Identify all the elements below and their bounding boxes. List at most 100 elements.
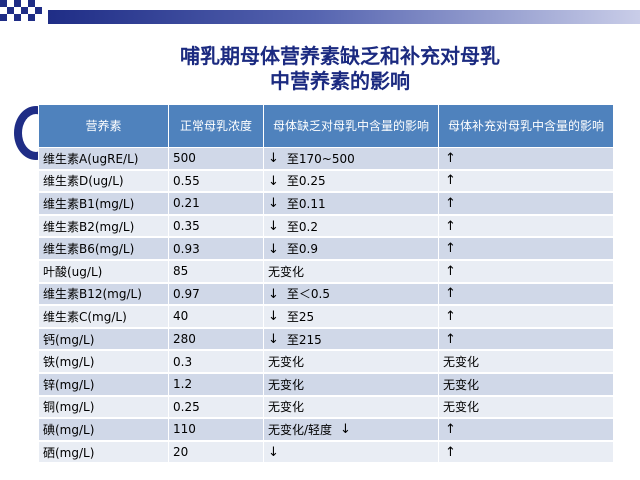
- table-row: 维生素B12(mg/L) 0.97 ↓ 至＜0.5 ↑: [38, 282, 614, 307]
- cell-supplement-effect: 无变化: [438, 395, 614, 420]
- deficiency-text: 至0.2: [286, 219, 318, 234]
- cell-deficiency-effect: ↓ 至0.11: [263, 192, 439, 216]
- table-row: 锌(mg/L) 1.2 无变化 无变化: [38, 372, 614, 397]
- cell-nutrient: 维生素A(ugRE/L): [38, 147, 169, 171]
- cell-deficiency-effect: 无变化: [263, 395, 439, 420]
- decorative-squares: [0, 0, 48, 24]
- arrow-down-icon: ↓: [268, 196, 279, 212]
- table-row: 钙(mg/L) 280 ↓ 至215 ↑: [38, 327, 614, 352]
- cell-supplement-effect: ↑: [438, 418, 614, 442]
- arrow-up-icon: ↑: [445, 444, 456, 460]
- deficiency-text: 无变化: [268, 377, 305, 392]
- cell-nutrient: 维生素C(mg/L): [38, 305, 169, 329]
- nutrient-table: 营养素 正常母乳浓度 母体缺乏对母乳中含量的影响 母体补充对母乳中含量的影响 维…: [38, 104, 614, 465]
- deficiency-text: 无变化: [268, 400, 305, 415]
- cell-deficiency-effect: ↓ 至170~500: [263, 147, 439, 171]
- cell-nutrient: 维生素B6(mg/L): [38, 237, 169, 261]
- cell-supplement-effect: ↑: [438, 282, 614, 307]
- arrow-up-icon: ↑: [445, 195, 456, 211]
- title-line-2: 中营养素的影响: [270, 69, 410, 93]
- table-header-row: 营养素 正常母乳浓度 母体缺乏对母乳中含量的影响 母体补充对母乳中含量的影响: [38, 104, 614, 148]
- table-row: 维生素C(mg/L) 40 ↓ 至25 ↑: [38, 305, 614, 329]
- deficiency-text: 至0.11: [286, 196, 326, 211]
- cell-normal-concentration: 1.2: [168, 372, 264, 397]
- cell-nutrient: 维生素B12(mg/L): [38, 282, 169, 307]
- cell-nutrient: 铁(mg/L): [38, 350, 169, 374]
- deficiency-text: 至0.9: [286, 242, 318, 257]
- table-row: 铜(mg/L) 0.25 无变化 无变化: [38, 395, 614, 420]
- arrow-up-icon: ↑: [445, 150, 456, 166]
- deficiency-text: 无变化/轻度: [268, 422, 333, 437]
- cell-supplement-effect: ↑: [438, 147, 614, 171]
- deficiency-text: 至0.25: [286, 174, 326, 189]
- cell-nutrient: 维生素D(ug/L): [38, 169, 169, 194]
- arrow-down-icon: ↓: [268, 219, 279, 235]
- cell-normal-concentration: 500: [168, 147, 264, 171]
- cell-supplement-effect: 无变化: [438, 350, 614, 374]
- cell-normal-concentration: 280: [168, 327, 264, 352]
- arrow-up-icon: ↑: [445, 331, 456, 347]
- arrow-down-icon: ↓: [268, 332, 279, 348]
- cell-nutrient: 维生素B2(mg/L): [38, 214, 169, 239]
- cell-nutrient: 碘(mg/L): [38, 418, 169, 442]
- arrow-down-icon: ↓: [268, 173, 279, 189]
- table-row: 碘(mg/L) 110 无变化/轻度 ↓ ↑: [38, 418, 614, 442]
- cell-deficiency-effect: ↓ 至＜0.5: [263, 282, 439, 307]
- arrow-down-icon: ↓: [268, 151, 279, 167]
- cell-normal-concentration: 20: [168, 440, 264, 465]
- arrow-up-icon: ↑: [445, 421, 456, 437]
- cell-supplement-effect: ↑: [438, 305, 614, 329]
- deficiency-text: 无变化: [268, 355, 305, 370]
- table-row: 维生素B6(mg/L) 0.93 ↓ 至0.9 ↑: [38, 237, 614, 261]
- arrow-down-icon: ↓: [268, 241, 279, 257]
- cell-normal-concentration: 110: [168, 418, 264, 442]
- cell-nutrient: 钙(mg/L): [38, 327, 169, 352]
- cell-normal-concentration: 40: [168, 305, 264, 329]
- arrow-up-icon: ↑: [445, 218, 456, 234]
- cell-deficiency-effect: ↓: [263, 440, 439, 465]
- cell-supplement-effect: ↑: [438, 214, 614, 239]
- cell-supplement-effect: ↑: [438, 237, 614, 261]
- cell-nutrient: 锌(mg/L): [38, 372, 169, 397]
- arrow-up-icon: ↑: [445, 241, 456, 257]
- cell-normal-concentration: 0.55: [168, 169, 264, 194]
- cell-deficiency-effect: 无变化: [263, 372, 439, 397]
- header-nutrient: 营养素: [38, 104, 169, 148]
- cell-normal-concentration: 0.25: [168, 395, 264, 420]
- arrow-up-icon: ↑: [445, 173, 456, 189]
- decorative-arc: [14, 106, 58, 160]
- cell-deficiency-effect: 无变化: [263, 259, 439, 284]
- cell-normal-concentration: 0.35: [168, 214, 264, 239]
- cell-nutrient: 铜(mg/L): [38, 395, 169, 420]
- header-supplement-effect: 母体补充对母乳中含量的影响: [438, 104, 614, 148]
- cell-normal-concentration: 85: [168, 259, 264, 284]
- cell-deficiency-effect: ↓ 至215: [263, 327, 439, 352]
- title-line-1: 哺乳期母体营养素缺乏和补充对母乳: [180, 44, 500, 68]
- cell-deficiency-effect: ↓ 至0.25: [263, 169, 439, 194]
- decorative-header-bar: [48, 10, 640, 24]
- cell-deficiency-effect: ↓ 至0.2: [263, 214, 439, 239]
- header-deficiency-effect: 母体缺乏对母乳中含量的影响: [263, 104, 439, 148]
- cell-nutrient: 硒(mg/L): [38, 440, 169, 465]
- cell-supplement-effect: ↑: [438, 169, 614, 194]
- cell-deficiency-effect: ↓ 至25: [263, 305, 439, 329]
- cell-normal-concentration: 0.93: [168, 237, 264, 261]
- table-row: 铁(mg/L) 0.3 无变化 无变化: [38, 350, 614, 374]
- cell-supplement-effect: ↑: [438, 259, 614, 284]
- supplement-text: 无变化: [443, 377, 480, 392]
- header-normal-concentration: 正常母乳浓度: [168, 104, 264, 148]
- table-row: 维生素B2(mg/L) 0.35 ↓ 至0.2 ↑: [38, 214, 614, 239]
- arrow-down-icon: ↓: [268, 286, 279, 302]
- arrow-up-icon: ↑: [445, 263, 456, 279]
- cell-nutrient: 维生素B1(mg/L): [38, 192, 169, 216]
- cell-supplement-effect: ↑: [438, 192, 614, 216]
- table-row: 硒(mg/L) 20 ↓ ↑: [38, 440, 614, 465]
- deficiency-text: 无变化: [268, 264, 305, 279]
- cell-deficiency-effect: 无变化: [263, 350, 439, 374]
- cell-supplement-effect: ↑: [438, 440, 614, 465]
- arrow-down-icon: ↓: [340, 422, 351, 438]
- deficiency-text: 至＜0.5: [286, 287, 330, 302]
- supplement-text: 无变化: [443, 355, 480, 370]
- slide-title: 哺乳期母体营养素缺乏和补充对母乳 中营养素的影响: [150, 44, 530, 94]
- cell-normal-concentration: 0.3: [168, 350, 264, 374]
